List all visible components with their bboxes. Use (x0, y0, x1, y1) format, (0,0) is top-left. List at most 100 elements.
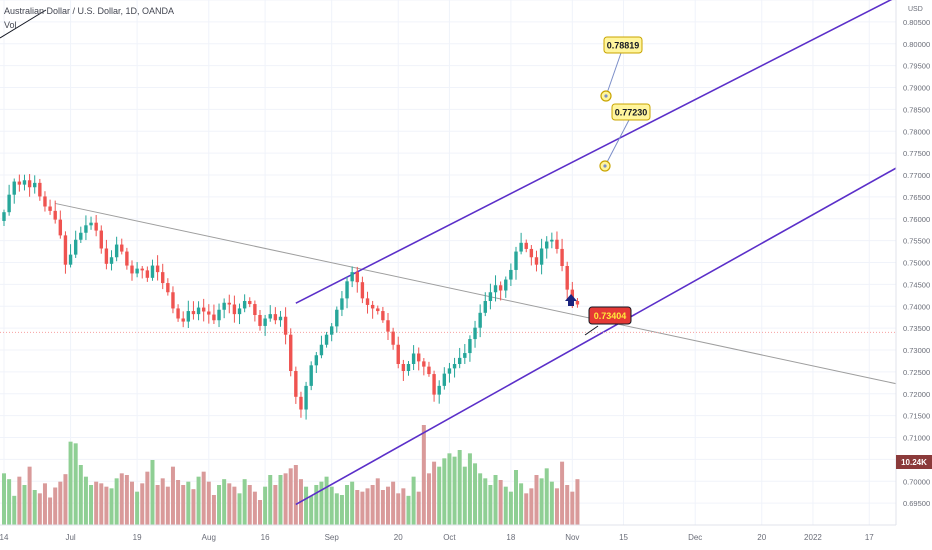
candle[interactable] (166, 283, 170, 293)
candle[interactable] (104, 248, 109, 264)
volume-bar[interactable] (467, 453, 472, 525)
candle[interactable] (519, 242, 523, 252)
candle[interactable] (565, 266, 569, 290)
candle[interactable] (360, 282, 365, 299)
volume-bar[interactable] (130, 481, 134, 525)
candle[interactable] (376, 308, 380, 312)
candle[interactable] (355, 272, 359, 283)
volume-bar[interactable] (37, 493, 42, 525)
volume-bar[interactable] (314, 485, 319, 525)
candle[interactable] (217, 309, 221, 321)
candle[interactable] (283, 316, 288, 335)
volume-bar[interactable] (304, 486, 309, 525)
candle[interactable] (457, 357, 462, 364)
trendline[interactable] (55, 202, 911, 388)
volume-bar[interactable] (32, 490, 37, 525)
candle[interactable] (483, 301, 487, 313)
candle[interactable] (201, 307, 206, 312)
volume-bar[interactable] (442, 458, 447, 525)
volume-bar[interactable] (534, 475, 539, 525)
candle[interactable] (442, 373, 447, 386)
candle[interactable] (452, 364, 457, 369)
candle[interactable] (43, 196, 47, 207)
volume-bar[interactable] (524, 493, 529, 525)
volume-bar[interactable] (380, 490, 385, 525)
candle[interactable] (125, 251, 129, 266)
volume-bar[interactable] (263, 486, 268, 525)
volume-bar[interactable] (252, 491, 257, 525)
candle[interactable] (53, 210, 57, 220)
volume-bar[interactable] (196, 476, 201, 525)
volume-bar[interactable] (237, 493, 242, 525)
volume-bar[interactable] (421, 425, 426, 525)
volume-bar[interactable] (160, 478, 165, 525)
candle[interactable] (191, 311, 196, 315)
candle[interactable] (370, 304, 375, 309)
candle[interactable] (345, 281, 349, 299)
candle[interactable] (258, 315, 262, 326)
volume-bar[interactable] (345, 485, 350, 525)
volume-bar[interactable] (288, 468, 293, 525)
candle[interactable] (468, 339, 472, 354)
candle[interactable] (488, 292, 493, 301)
candle[interactable] (181, 318, 185, 322)
candle[interactable] (545, 241, 549, 249)
price-axis[interactable]: 0.80500 0.80000 0.79500 0.79000 0.78500 0.780… (895, 0, 932, 550)
volume-bar[interactable] (68, 441, 73, 525)
volume-bar[interactable] (155, 485, 160, 525)
candle[interactable] (555, 239, 559, 249)
volume-bar[interactable] (94, 481, 99, 525)
candle[interactable] (58, 219, 63, 236)
candle[interactable] (498, 285, 503, 291)
channel-upper-line[interactable] (295, 0, 910, 304)
candle[interactable] (401, 364, 406, 371)
candle[interactable] (161, 272, 165, 284)
up-arrow-icon[interactable] (565, 294, 577, 306)
volume-bar[interactable] (514, 470, 518, 525)
candle[interactable] (335, 309, 339, 327)
candle[interactable] (406, 364, 411, 371)
volume-bar[interactable] (53, 487, 58, 526)
volume-bar[interactable] (268, 475, 273, 525)
candle[interactable] (135, 268, 139, 274)
volume-bar[interactable] (575, 479, 580, 525)
volume-bar[interactable] (529, 488, 534, 525)
volume-bar[interactable] (293, 465, 298, 525)
candle[interactable] (248, 301, 252, 305)
volume-bar[interactable] (370, 485, 375, 525)
volume-bar[interactable] (478, 473, 483, 525)
candle[interactable] (273, 314, 278, 321)
annotation-box[interactable] (603, 36, 643, 54)
volume-bar[interactable] (119, 473, 124, 525)
candle[interactable] (529, 248, 534, 258)
candle[interactable] (120, 244, 124, 252)
volume-bar[interactable] (503, 486, 508, 525)
volume-bar[interactable] (232, 486, 237, 525)
candle[interactable] (550, 239, 554, 242)
candle[interactable] (84, 225, 88, 233)
volume-bar[interactable] (462, 466, 467, 525)
volume-bar[interactable] (17, 476, 22, 525)
candle[interactable] (493, 285, 498, 293)
candle[interactable] (222, 302, 226, 310)
candle[interactable] (22, 180, 27, 185)
candle[interactable] (473, 327, 477, 340)
volume-bar[interactable] (201, 471, 206, 525)
candle[interactable] (514, 251, 518, 270)
volume-bar[interactable] (114, 478, 119, 525)
volume-bar[interactable] (473, 463, 478, 525)
candle[interactable] (411, 353, 416, 365)
candle[interactable] (432, 374, 436, 395)
candle[interactable] (340, 298, 344, 310)
volume-bar[interactable] (360, 491, 365, 525)
candle[interactable] (109, 257, 114, 264)
volume-bar[interactable] (565, 485, 570, 525)
volume-bar[interactable] (488, 485, 493, 525)
volume-bar[interactable] (426, 473, 431, 525)
volume-bar[interactable] (135, 491, 140, 525)
volume-bar[interactable] (508, 491, 513, 525)
candle[interactable] (212, 314, 216, 321)
volume-bar[interactable] (324, 476, 329, 525)
volume-bar[interactable] (457, 450, 462, 525)
volume-bar[interactable] (452, 456, 457, 525)
